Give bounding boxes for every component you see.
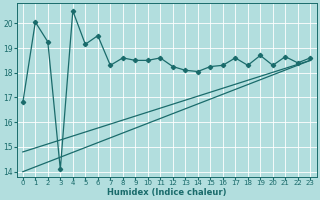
X-axis label: Humidex (Indice chaleur): Humidex (Indice chaleur) <box>107 188 226 197</box>
